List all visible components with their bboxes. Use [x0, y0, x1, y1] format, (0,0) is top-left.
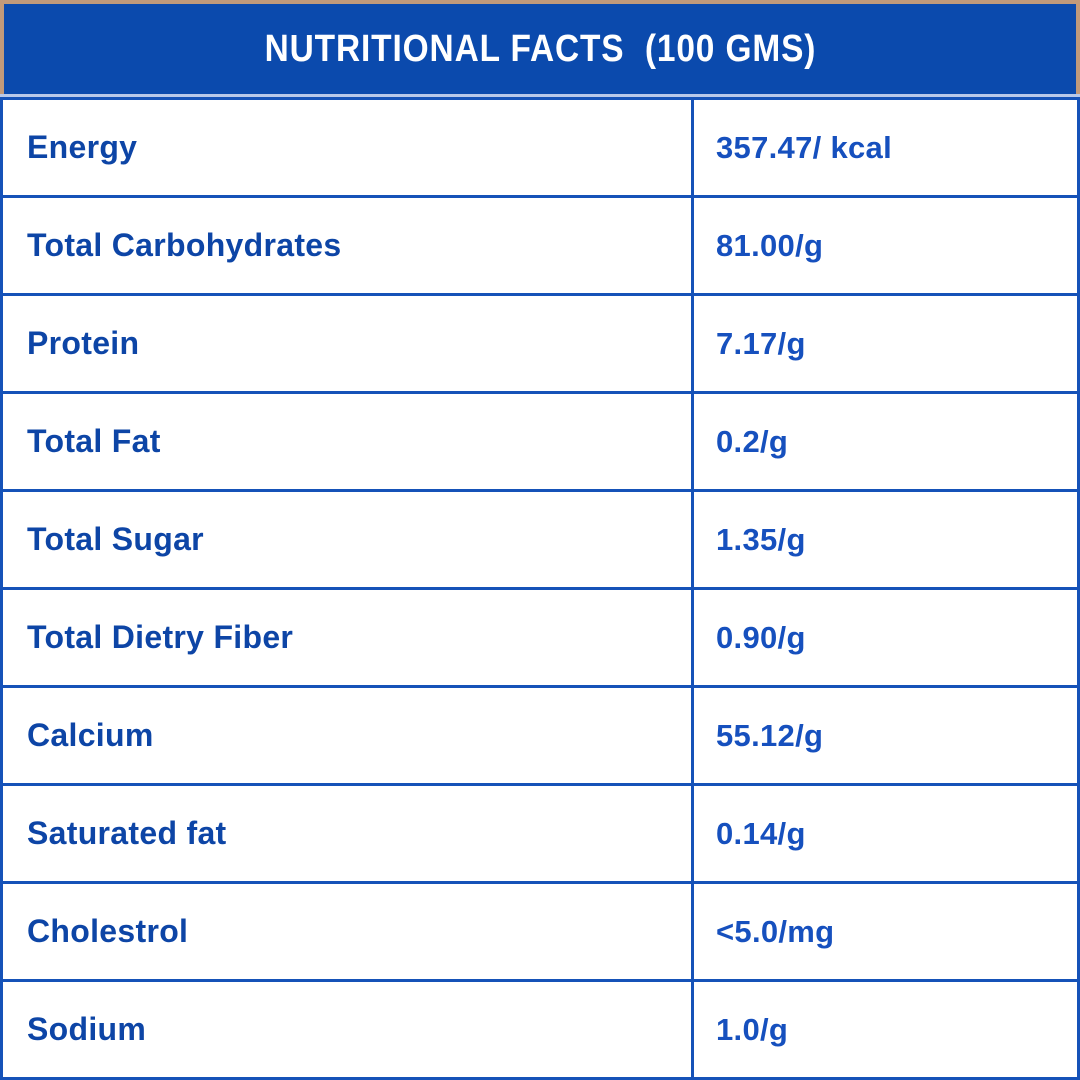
- nutrient-value-cell: 0.2/g: [716, 423, 789, 459]
- nutrient-name-cell: Total Carbohydrates: [3, 198, 694, 293]
- nutrient-value-cell: 0.90/g: [716, 619, 806, 655]
- table-row: Calcium 55.12/g: [3, 688, 1077, 786]
- page-title: NUTRITIONAL FACTS (100 GMS): [264, 27, 816, 70]
- table-row: Cholestrol <5.0/mg: [3, 884, 1077, 982]
- nutrient-name-cell: Protein: [3, 296, 694, 391]
- nutrient-name-cell: Total Dietry Fiber: [3, 590, 694, 685]
- nutrient-value-cell: 1.35/g: [716, 521, 806, 557]
- nutrient-value-cell: 0.14/g: [716, 815, 806, 851]
- table-row: Sodium 1.0/g: [3, 982, 1077, 1080]
- nutrient-name-cell: Saturated fat: [3, 786, 694, 881]
- nutrient-name-cell: Total Fat: [3, 394, 694, 489]
- header: NUTRITIONAL FACTS (100 GMS): [4, 4, 1076, 94]
- nutrient-value-cell: 55.12/g: [716, 717, 824, 753]
- table-row: Total Dietry Fiber 0.90/g: [3, 590, 1077, 688]
- nutrient-name-cell: Sodium: [3, 982, 694, 1077]
- header-frame: NUTRITIONAL FACTS (100 GMS): [0, 0, 1080, 94]
- table-row: Protein 7.17/g: [3, 296, 1077, 394]
- nutrient-value-cell: 81.00/g: [716, 227, 824, 263]
- table-row: Saturated fat 0.14/g: [3, 786, 1077, 884]
- nutrient-name-cell: Calcium: [3, 688, 694, 783]
- table-row: Total Fat 0.2/g: [3, 394, 1077, 492]
- nutrient-name-cell: Total Sugar: [3, 492, 694, 587]
- nutrient-name-cell: Energy: [3, 100, 694, 195]
- table-row: Energy 357.47/ kcal: [3, 100, 1077, 198]
- header-underline: [0, 94, 1080, 97]
- nutrient-value-cell: 1.0/g: [716, 1011, 789, 1047]
- nutrient-value-cell: <5.0/mg: [716, 913, 835, 949]
- nutrient-value-cell: 357.47/ kcal: [716, 129, 892, 165]
- nutrient-value-cell: 7.17/g: [716, 325, 806, 361]
- table-row: Total Carbohydrates 81.00/g: [3, 198, 1077, 296]
- nutrient-name-cell: Cholestrol: [3, 884, 694, 979]
- table-row: Total Sugar 1.35/g: [3, 492, 1077, 590]
- nutrition-table: Energy 357.47/ kcal Total Carbohydrates 81.…: [0, 97, 1080, 1080]
